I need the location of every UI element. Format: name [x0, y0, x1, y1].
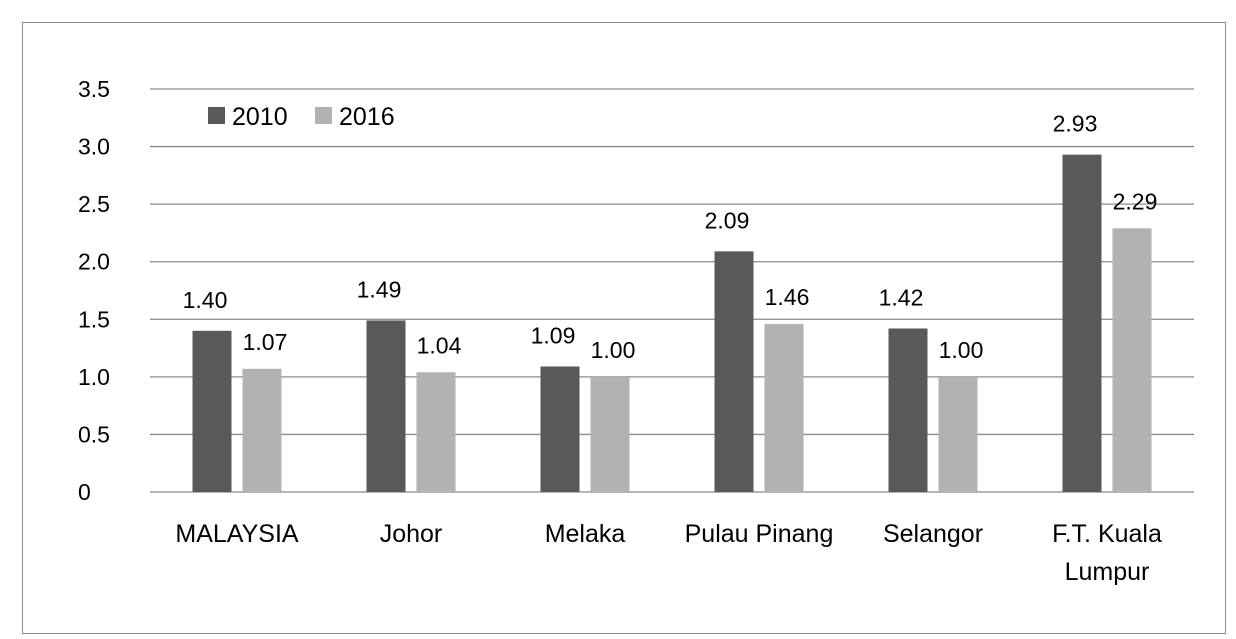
data-label: 2.93 — [1053, 111, 1098, 137]
data-label: 1.40 — [183, 287, 228, 313]
data-label: 2.09 — [705, 207, 750, 233]
y-axis-ticks: 0 0.5 1.0 1.5 2.0 2.5 3.0 3.5 — [78, 76, 110, 505]
y-tick-label: 2.0 — [78, 249, 110, 275]
category-label: Selangor — [883, 520, 983, 548]
legend-label: 2016 — [339, 103, 395, 131]
y-tick-label: 3.5 — [78, 76, 110, 102]
bar-2016-0 — [242, 368, 282, 492]
bars — [192, 154, 1152, 493]
chart-frame — [22, 22, 1226, 634]
data-label: 1.07 — [243, 329, 288, 355]
y-tick-label: 2.5 — [78, 191, 110, 217]
category-label: MALAYSIA — [175, 520, 299, 548]
y-tick-label: 0.5 — [78, 421, 110, 447]
bar-2016-5 — [1112, 228, 1152, 492]
y-tick-label: 1.0 — [78, 364, 110, 390]
y-tick-label: 1.5 — [78, 306, 110, 332]
bar-2010-2 — [540, 366, 580, 492]
data-label: 1.09 — [531, 322, 576, 348]
legend: 2010 2016 — [208, 103, 395, 131]
legend-swatch-2010 — [208, 107, 225, 124]
bar-2010-1 — [366, 320, 406, 492]
category-label: Pulau Pinang — [685, 520, 834, 548]
data-label: 1.46 — [765, 284, 810, 310]
bar-2010-5 — [1062, 154, 1102, 493]
bar-2010-3 — [714, 251, 754, 492]
data-label: 1.49 — [357, 276, 402, 302]
data-label: 1.04 — [417, 332, 462, 358]
category-label: Johor — [380, 520, 443, 548]
bar-2016-1 — [416, 372, 456, 492]
data-label: 1.00 — [939, 337, 984, 363]
data-label: 1.00 — [591, 337, 636, 363]
bar-2010-4 — [888, 328, 928, 492]
y-tick-label: 3.0 — [78, 134, 110, 160]
bar-2010-0 — [192, 330, 232, 492]
data-label: 1.42 — [879, 284, 924, 310]
bar-2016-4 — [938, 376, 978, 492]
bar-2016-3 — [764, 323, 804, 492]
category-label: Lumpur — [1065, 558, 1150, 586]
category-labels: MALAYSIA Johor Melaka Pulau Pinang Selangor F… — [175, 520, 1162, 586]
category-label: F.T. Kuala — [1052, 520, 1162, 548]
legend-label: 2010 — [232, 103, 288, 131]
gridlines — [150, 88, 1194, 493]
data-labels: 1.40 1.07 1.49 1.04 1.09 1.00 2.09 1.46 1.42 1.00… — [183, 111, 1158, 363]
bar-2016-2 — [590, 376, 630, 492]
y-tick-label: 0 — [78, 479, 91, 505]
legend-swatch-2016 — [315, 107, 332, 124]
category-label: Melaka — [545, 520, 626, 548]
data-label: 2.29 — [1113, 188, 1158, 214]
